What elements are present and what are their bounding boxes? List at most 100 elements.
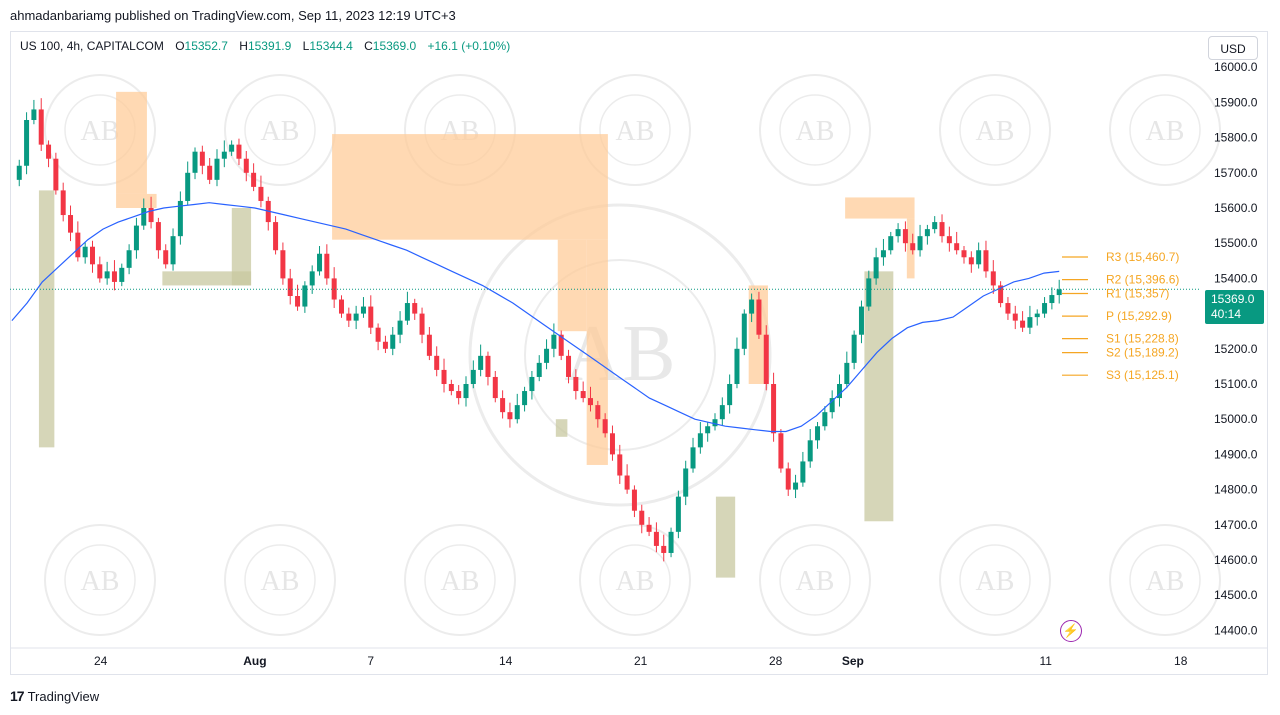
candle-body — [31, 109, 37, 120]
candle-body — [631, 489, 637, 511]
watermark-seal-inner — [1129, 94, 1201, 166]
candle-body — [800, 461, 806, 483]
candle-body — [639, 510, 645, 525]
candle-body — [609, 433, 615, 455]
candle-body — [207, 165, 213, 180]
candle-body — [771, 384, 777, 434]
candle-body — [1005, 303, 1011, 314]
candle-body — [426, 334, 432, 356]
watermark-text: AB — [976, 116, 1015, 147]
candle-body — [793, 482, 799, 490]
candle-body — [661, 545, 667, 553]
candle-body — [646, 524, 652, 532]
candle-body — [302, 285, 308, 307]
watermark-seal-inner — [959, 544, 1031, 616]
candle-body — [734, 348, 740, 384]
candle-body — [888, 236, 894, 251]
candle-body — [990, 271, 996, 286]
watermark-text: AB — [441, 566, 480, 597]
candle-body — [587, 398, 593, 406]
x-tick-label: Aug — [243, 654, 266, 668]
candle-body — [338, 299, 344, 314]
pivot-label: S2 (15,189.2) — [1106, 346, 1179, 360]
candle-body — [851, 334, 857, 363]
y-tick-label: 14900.0 — [1214, 447, 1258, 461]
y-tick-label: 16000.0 — [1214, 60, 1258, 74]
candle-body — [895, 229, 901, 237]
lightning-icon[interactable]: ⚡ — [1060, 620, 1082, 642]
candle-body — [602, 419, 608, 434]
candle-body — [434, 355, 440, 370]
watermark-seal — [759, 74, 871, 186]
watermark-seal-inner — [599, 544, 671, 616]
candle-body — [514, 405, 520, 420]
candles — [16, 98, 1062, 562]
candle-body — [954, 243, 960, 251]
candle-body — [522, 391, 528, 406]
watermark-text: AB — [1146, 116, 1185, 147]
watermark-seal-inner — [244, 544, 316, 616]
watermark-text: AB — [1146, 566, 1185, 597]
candle-body — [573, 376, 579, 392]
watermark-center-seal — [468, 203, 772, 507]
candle-body — [932, 222, 938, 230]
candle-body — [97, 264, 103, 279]
candle-body — [177, 200, 183, 237]
candle-body — [866, 278, 872, 307]
watermark-seal — [1109, 524, 1221, 636]
pivot-label: R1 (15,357) — [1106, 287, 1169, 301]
watermark-text: AB — [81, 566, 120, 597]
open-value: 15352.7 — [184, 39, 228, 53]
candle-body — [309, 271, 315, 286]
candle-body — [390, 334, 396, 349]
candle-body — [441, 369, 447, 384]
candle-body — [749, 299, 755, 314]
watermark-text: AB — [796, 566, 835, 597]
symbol-label[interactable]: US 100, 4h, CAPITALCOM — [20, 39, 164, 53]
watermark-text: AB — [616, 566, 655, 597]
candle-body — [558, 334, 564, 356]
candle-body — [155, 222, 161, 251]
candle-body — [536, 362, 542, 377]
candle-body — [807, 440, 813, 462]
close-label: C — [364, 39, 373, 53]
candle-body — [544, 348, 550, 363]
x-tick-label: 14 — [499, 654, 513, 668]
candle-body — [924, 229, 930, 237]
published-line: ahmadanbariamg published on TradingView.… — [10, 8, 456, 23]
tradingview-logo-icon[interactable]: 17 — [10, 688, 25, 704]
x-tick-label: 21 — [634, 654, 648, 668]
y-tick-label: 15000.0 — [1214, 412, 1258, 426]
candle-body — [712, 419, 718, 427]
candle-body — [185, 172, 191, 201]
time-axis: 24 Aug 7 14 21 28 Sep 11 18 — [10, 647, 1268, 668]
candle-body — [675, 496, 681, 532]
candle-body — [617, 454, 623, 476]
watermark-seal — [224, 524, 336, 636]
candle-body — [287, 278, 293, 296]
candle-body — [961, 250, 967, 258]
candle-body — [419, 313, 425, 335]
candle-body — [104, 271, 110, 279]
candle-body — [75, 232, 81, 258]
pivot-label: P (15,292.9) — [1106, 309, 1172, 323]
candle-body — [756, 299, 762, 335]
candle-body — [705, 426, 711, 434]
candle-body — [258, 186, 264, 201]
currency-button[interactable]: USD — [1208, 36, 1258, 60]
footer-brand[interactable]: TradingView — [27, 688, 100, 704]
y-tick-label: 14700.0 — [1214, 518, 1258, 532]
chart-frame — [10, 31, 1268, 675]
demand-zone — [715, 496, 736, 578]
low-value: 15344.4 — [309, 39, 353, 53]
watermark-seal — [939, 74, 1051, 186]
candle-body — [126, 250, 132, 268]
candle-body — [976, 250, 982, 265]
candle-body — [382, 341, 388, 349]
candle-body — [873, 257, 879, 279]
pivot-label: R3 (15,460.7) — [1106, 250, 1179, 264]
y-tick-label: 14400.0 — [1214, 623, 1258, 637]
candle-body — [251, 172, 257, 187]
candle-body — [719, 405, 725, 420]
